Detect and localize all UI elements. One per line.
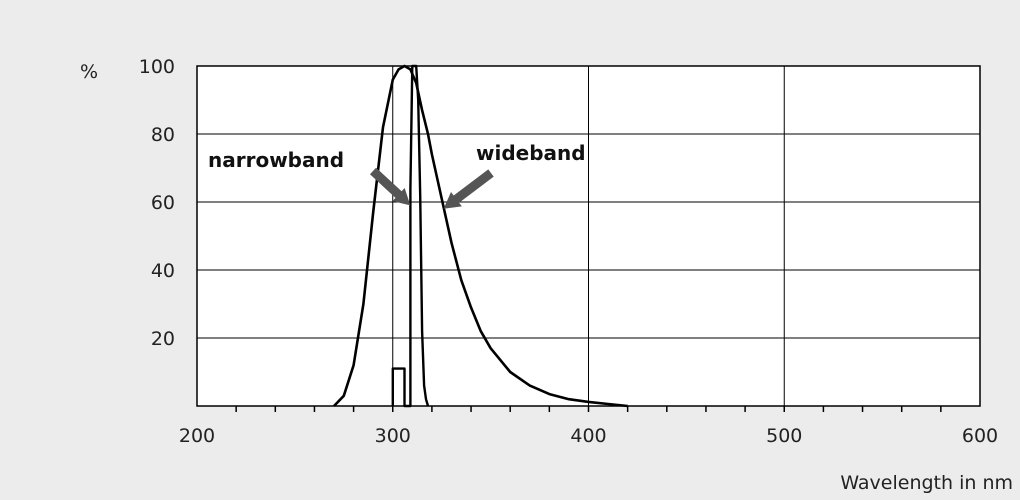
- ticks: [235, 406, 942, 412]
- y-tick-label: 100: [139, 56, 175, 78]
- wideband-arrow: [443, 169, 494, 209]
- wideband-arrow-shape: [443, 169, 494, 209]
- x-axis-label: Wavelength in nm: [840, 472, 1013, 494]
- tick-labels: 200 300 400 500 600 20 40 60 80 100: [139, 56, 998, 447]
- x-tick-label: 300: [375, 425, 411, 447]
- x-tick-label: 400: [570, 425, 606, 447]
- y-unit-label: %: [80, 61, 98, 83]
- y-tick-label: 80: [151, 124, 175, 146]
- series-wideband: [333, 64, 628, 408]
- annotation-wideband: wideband: [476, 141, 586, 165]
- y-tick-label: 60: [151, 192, 175, 214]
- narrowband-arrow-shape: [369, 167, 411, 206]
- x-tick-label: 600: [962, 425, 998, 447]
- narrowband-arrow: [369, 167, 411, 206]
- y-tick-label: 20: [151, 328, 175, 350]
- annotation-narrowband: narrowband: [208, 148, 344, 172]
- y-tick-label: 40: [151, 260, 175, 282]
- annotations: narrowband wideband: [208, 141, 586, 209]
- x-tick-label: 200: [179, 425, 215, 447]
- x-tick-label: 500: [766, 425, 802, 447]
